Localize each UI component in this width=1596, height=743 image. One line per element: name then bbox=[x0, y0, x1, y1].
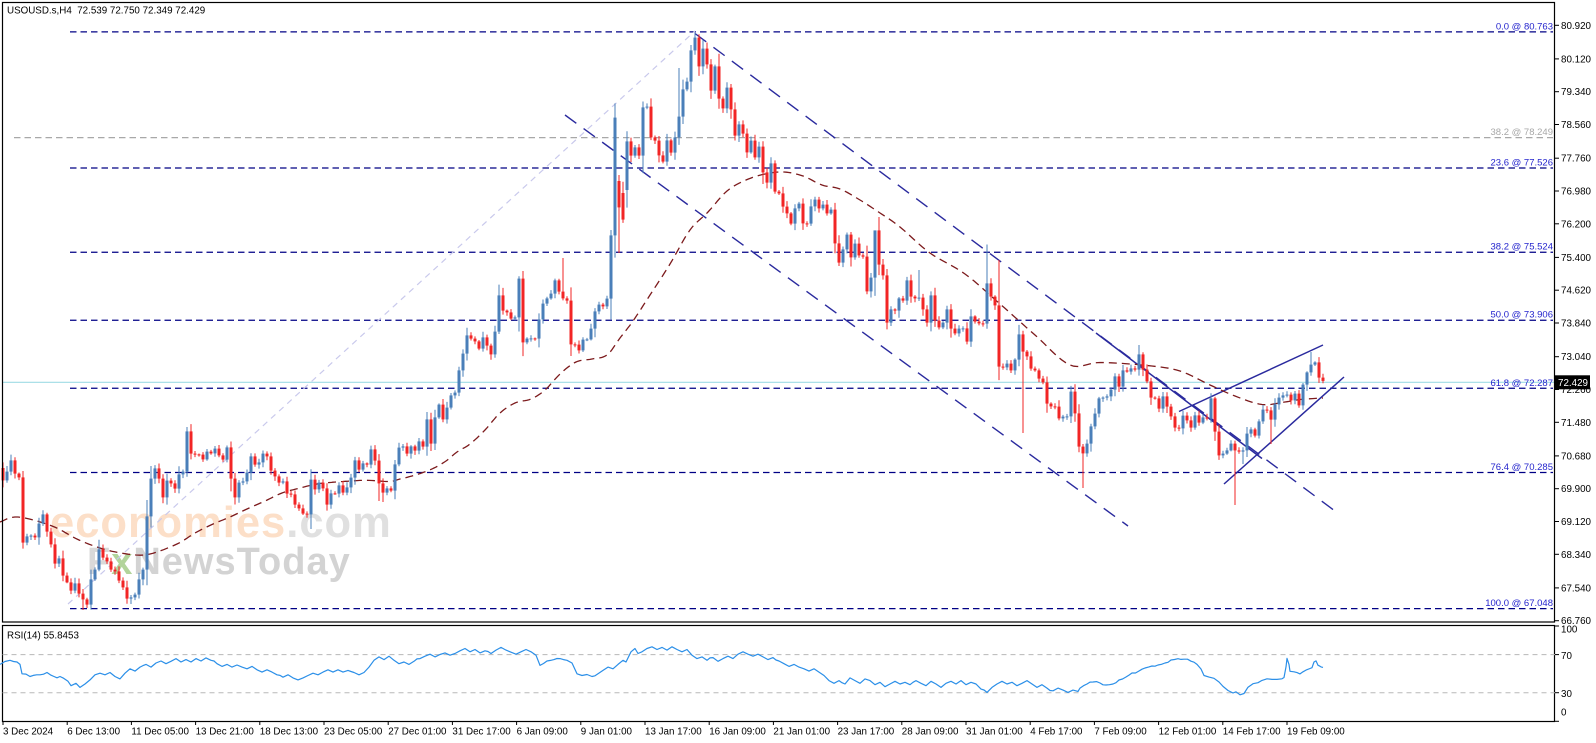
svg-text:14 Feb 17:00: 14 Feb 17:00 bbox=[1223, 727, 1281, 738]
svg-text:23.6 @ 77.526: 23.6 @ 77.526 bbox=[1491, 158, 1553, 169]
svg-text:18 Dec 13:00: 18 Dec 13:00 bbox=[260, 727, 319, 738]
svg-text:100: 100 bbox=[1561, 625, 1578, 636]
svg-text:21 Jan 01:00: 21 Jan 01:00 bbox=[773, 727, 830, 738]
svg-text:38.2 @ 75.524: 38.2 @ 75.524 bbox=[1491, 242, 1553, 253]
svg-text:19 Feb 09:00: 19 Feb 09:00 bbox=[1287, 727, 1345, 738]
svg-text:50.0 @ 73.906: 50.0 @ 73.906 bbox=[1491, 310, 1553, 321]
svg-text:73.840: 73.840 bbox=[1561, 319, 1592, 330]
svg-text:31 Dec 17:00: 31 Dec 17:00 bbox=[452, 727, 511, 738]
svg-text:0.0 @ 80.763: 0.0 @ 80.763 bbox=[1496, 21, 1553, 32]
svg-text:9 Jan 01:00: 9 Jan 01:00 bbox=[581, 727, 633, 738]
svg-text:28 Jan 09:00: 28 Jan 09:00 bbox=[902, 727, 959, 738]
svg-text:72.260: 72.260 bbox=[1561, 385, 1592, 396]
svg-text:70.680: 70.680 bbox=[1561, 451, 1592, 462]
svg-text:71.480: 71.480 bbox=[1561, 418, 1592, 429]
svg-text:67.540: 67.540 bbox=[1561, 583, 1592, 594]
svg-text:31 Jan 01:00: 31 Jan 01:00 bbox=[966, 727, 1023, 738]
svg-text:4 Feb 17:00: 4 Feb 17:00 bbox=[1030, 727, 1083, 738]
svg-text:80.920: 80.920 bbox=[1561, 21, 1592, 32]
svg-text:61.8 @ 72.287: 61.8 @ 72.287 bbox=[1491, 378, 1553, 389]
svg-text:USOUSD.s,H4 72.539 72.750 72.: USOUSD.s,H4 72.539 72.750 72.349 72.429 bbox=[7, 6, 205, 17]
svg-text:6 Dec 13:00: 6 Dec 13:00 bbox=[67, 727, 120, 738]
svg-text:FxNewsToday: FxNewsToday bbox=[87, 541, 351, 583]
svg-text:70: 70 bbox=[1561, 651, 1572, 662]
svg-text:78.560: 78.560 bbox=[1561, 120, 1592, 131]
svg-text:23 Dec 05:00: 23 Dec 05:00 bbox=[324, 727, 383, 738]
svg-text:76.200: 76.200 bbox=[1561, 219, 1592, 230]
svg-text:76.980: 76.980 bbox=[1561, 187, 1592, 198]
svg-text:66.760: 66.760 bbox=[1561, 616, 1592, 627]
svg-text:0: 0 bbox=[1561, 708, 1567, 719]
svg-text:77.760: 77.760 bbox=[1561, 154, 1592, 165]
svg-text:79.340: 79.340 bbox=[1561, 87, 1592, 98]
svg-text:74.620: 74.620 bbox=[1561, 286, 1592, 297]
svg-text:30: 30 bbox=[1561, 689, 1572, 700]
svg-text:76.4 @ 70.285: 76.4 @ 70.285 bbox=[1491, 462, 1553, 473]
svg-text:69.120: 69.120 bbox=[1561, 517, 1592, 528]
svg-text:11 Dec 05:00: 11 Dec 05:00 bbox=[131, 727, 189, 738]
svg-text:13 Dec 21:00: 13 Dec 21:00 bbox=[196, 727, 255, 738]
svg-text:69.900: 69.900 bbox=[1561, 484, 1592, 495]
svg-text:27 Dec 01:00: 27 Dec 01:00 bbox=[388, 727, 447, 738]
svg-text:73.040: 73.040 bbox=[1561, 352, 1592, 363]
svg-text:68.340: 68.340 bbox=[1561, 550, 1592, 561]
svg-text:3 Dec 2024: 3 Dec 2024 bbox=[3, 727, 54, 738]
svg-text:16 Jan 09:00: 16 Jan 09:00 bbox=[709, 727, 766, 738]
svg-text:RSI(14) 55.8453: RSI(14) 55.8453 bbox=[7, 631, 79, 642]
svg-text:7 Feb 09:00: 7 Feb 09:00 bbox=[1094, 727, 1147, 738]
svg-text:23 Jan 17:00: 23 Jan 17:00 bbox=[838, 727, 895, 738]
svg-text:100.0 @ 67.048: 100.0 @ 67.048 bbox=[1485, 598, 1553, 609]
svg-text:12 Feb 01:00: 12 Feb 01:00 bbox=[1159, 727, 1217, 738]
svg-text:75.400: 75.400 bbox=[1561, 253, 1592, 264]
svg-text:38.2 @ 78.249: 38.2 @ 78.249 bbox=[1491, 127, 1553, 138]
svg-text:economies.com: economies.com bbox=[50, 499, 392, 547]
svg-text:80.120: 80.120 bbox=[1561, 54, 1592, 65]
svg-text:13 Jan 17:00: 13 Jan 17:00 bbox=[645, 727, 702, 738]
svg-text:6 Jan 09:00: 6 Jan 09:00 bbox=[517, 727, 569, 738]
svg-text:72.429: 72.429 bbox=[1558, 378, 1588, 389]
